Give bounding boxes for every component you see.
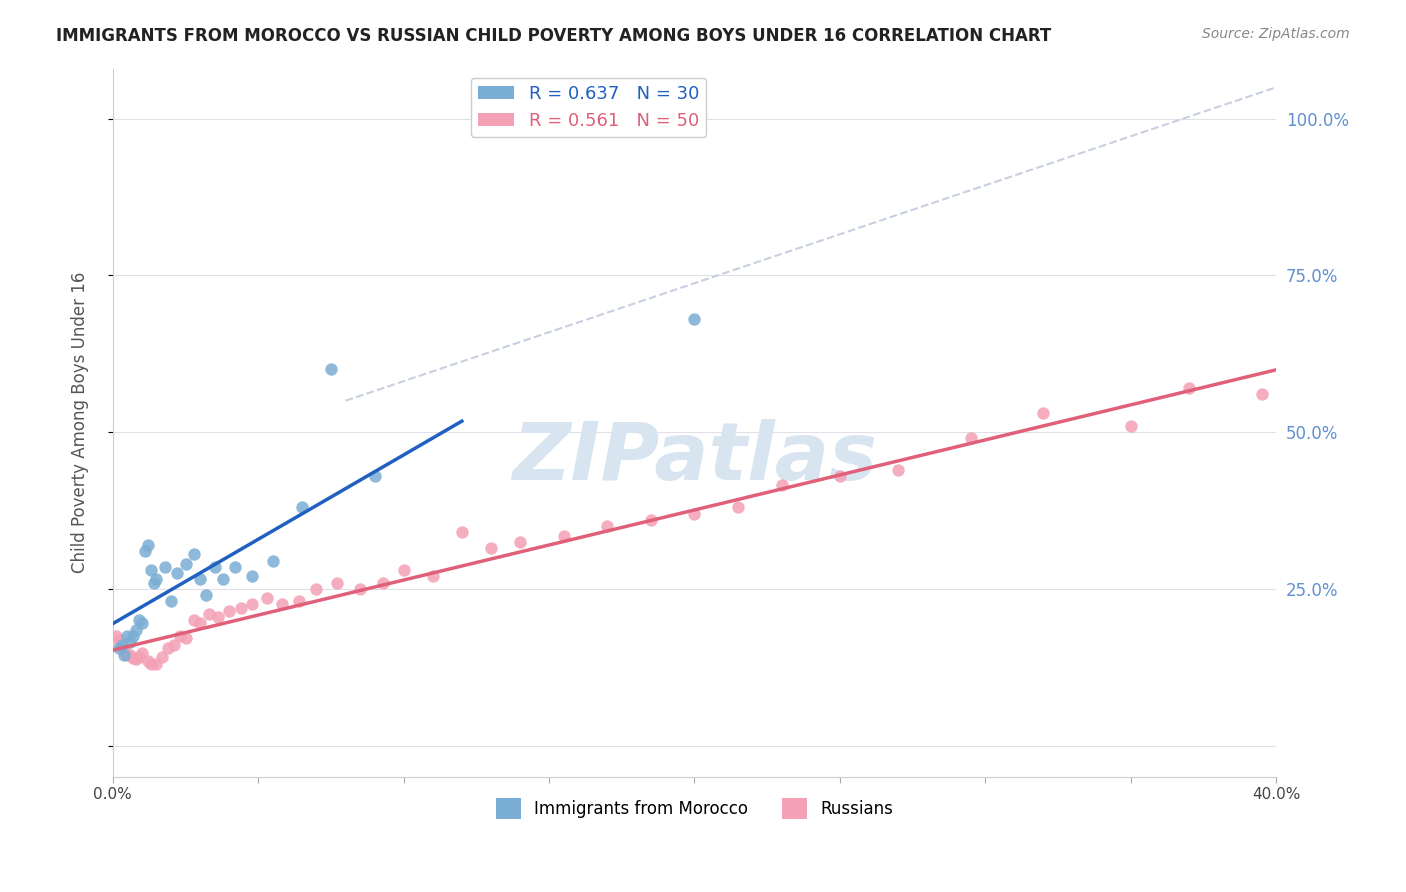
Point [183,547,205,561]
Point [194,588,217,602]
Point [142,575,165,590]
Point [373,575,395,590]
Point [596,519,619,533]
Point [1119,418,1142,433]
Point [117,648,139,662]
Point [110,638,132,652]
Point [256,591,278,606]
Point [212,573,235,587]
Point [319,362,342,376]
Point [125,623,148,637]
Point [107,633,129,648]
Point [1032,406,1054,420]
Point [509,534,531,549]
Point [134,544,156,558]
Point [887,463,910,477]
Point [104,629,127,643]
Point [131,616,153,631]
Point [242,569,264,583]
Point [174,631,197,645]
Point [150,649,173,664]
Point [224,560,246,574]
Point [640,513,662,527]
Text: ZIPatlas: ZIPatlas [512,419,877,497]
Point [183,613,205,627]
Point [128,613,150,627]
Point [1178,381,1201,395]
Point [145,573,167,587]
Point [107,641,129,656]
Point [122,650,145,665]
Point [450,525,472,540]
Point [131,646,153,660]
Point [291,500,314,515]
Point [326,575,349,590]
Point [117,629,139,643]
Point [110,640,132,654]
Point [349,582,371,596]
Point [479,541,502,555]
Text: IMMIGRANTS FROM MOROCCO VS RUSSIAN CHILD POVERTY AMONG BOYS UNDER 16 CORRELATION: IMMIGRANTS FROM MOROCCO VS RUSSIAN CHILD… [56,27,1052,45]
Legend: Immigrants from Morocco, Russians: Immigrants from Morocco, Russians [489,791,900,825]
Point [207,610,229,624]
Point [770,478,793,492]
Point [139,563,162,577]
Point [242,598,264,612]
Point [160,594,183,608]
Point [218,604,240,618]
Point [174,557,197,571]
Point [683,507,706,521]
Point [114,643,136,657]
Point [363,469,385,483]
Point [163,638,186,652]
Point [204,560,226,574]
Point [305,582,328,596]
Point [169,629,191,643]
Point [166,566,188,581]
Point [392,563,415,577]
Point [553,528,575,542]
Point [139,657,162,671]
Point [153,560,176,574]
Point [145,657,167,671]
Point [198,607,221,621]
Point [288,594,311,608]
Point [136,538,159,552]
Point [1250,387,1272,401]
Y-axis label: Child Poverty Among Boys Under 16: Child Poverty Among Boys Under 16 [72,272,89,574]
Point [188,573,211,587]
Point [683,312,706,326]
Point [120,635,142,649]
Point [120,648,142,662]
Point [122,629,145,643]
Point [229,600,252,615]
Point [157,641,180,656]
Point [188,616,211,631]
Point [136,654,159,668]
Point [270,598,292,612]
Point [959,431,981,445]
Point [727,500,749,515]
Point [422,569,444,583]
Text: Source: ZipAtlas.com: Source: ZipAtlas.com [1202,27,1350,41]
Point [262,553,284,567]
Point [128,649,150,664]
Point [125,652,148,666]
Point [828,469,851,483]
Point [114,648,136,662]
